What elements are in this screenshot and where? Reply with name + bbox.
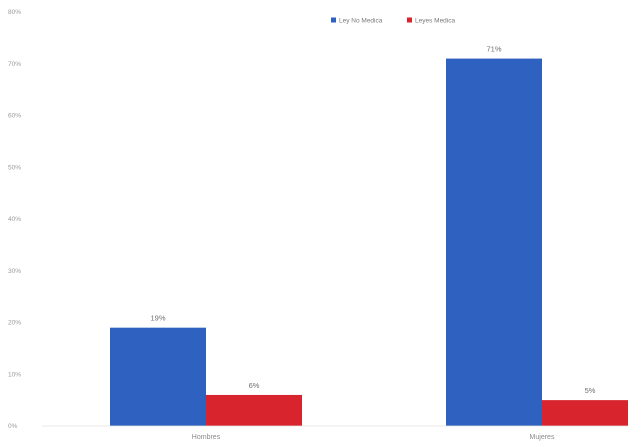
data-label: 5% (585, 386, 596, 395)
y-tick-label: 80% (8, 9, 21, 16)
y-tick-label: 30% (8, 268, 21, 275)
data-labels: 19% 6% 71% 5% (150, 45, 595, 396)
bar-mujeres-no-medica (446, 58, 542, 426)
bar-hombres-medica (206, 394, 302, 426)
y-tick-label: 60% (8, 113, 21, 120)
y-tick-label: 50% (8, 164, 21, 171)
data-label: 71% (486, 45, 501, 54)
category-label: Hombres (192, 434, 221, 441)
legend: Ley No Medica Leyes Medica (331, 17, 455, 25)
legend-swatch (331, 17, 336, 23)
y-axis: 0% 10% 20% 30% 40% 50% 60% 70% 80% (8, 9, 21, 430)
y-tick-label: 40% (8, 216, 21, 223)
legend-label: Leyes Medica (415, 18, 455, 25)
y-tick-label: 20% (8, 320, 21, 327)
bar-mujeres-medica (542, 400, 628, 426)
legend-swatch (407, 17, 412, 23)
y-tick-label: 10% (8, 371, 21, 378)
y-tick-label: 0% (8, 423, 18, 430)
legend-label: Ley No Medica (339, 18, 383, 25)
y-tick-label: 70% (8, 61, 21, 68)
data-label: 6% (249, 381, 260, 390)
bar-hombres-no-medica (110, 327, 206, 426)
category-label: Mujeres (530, 434, 555, 441)
bars (110, 58, 628, 426)
category-labels: Hombres Mujeres (192, 434, 555, 441)
data-label: 19% (150, 314, 165, 323)
